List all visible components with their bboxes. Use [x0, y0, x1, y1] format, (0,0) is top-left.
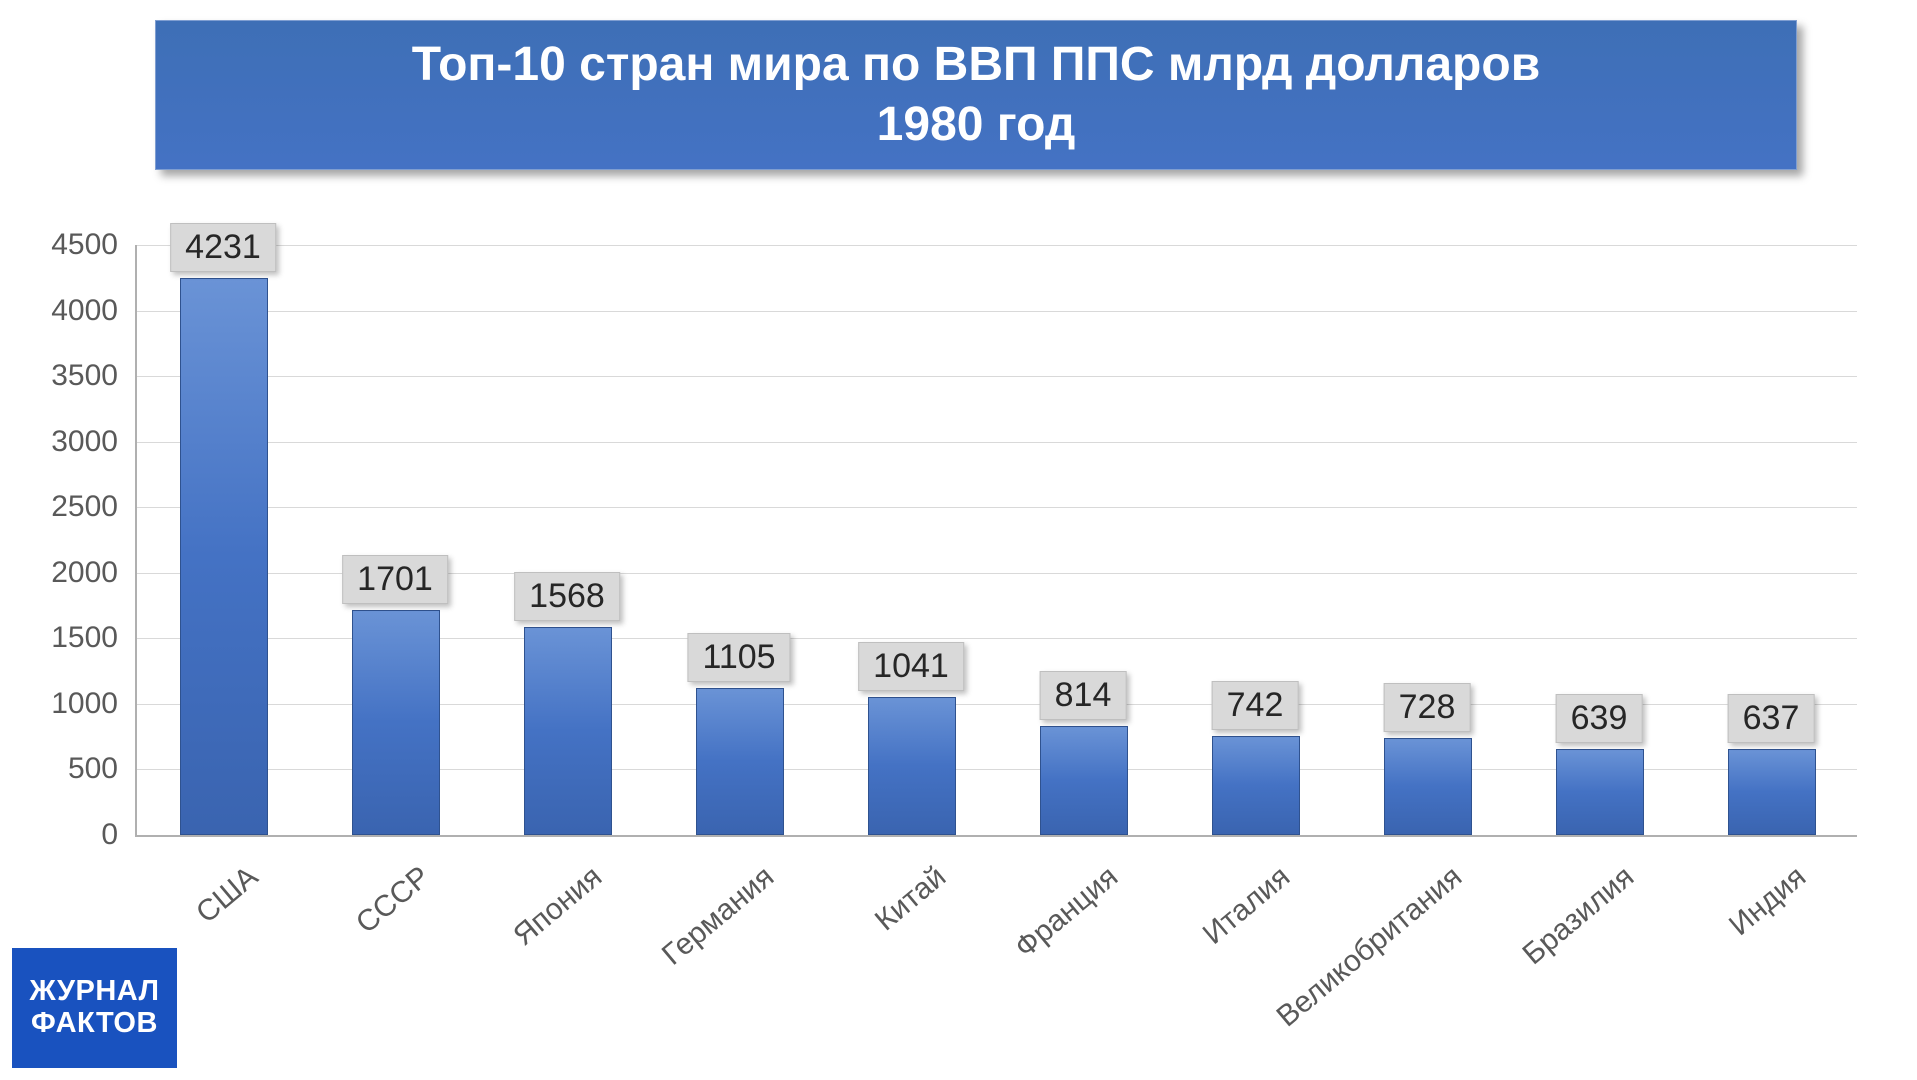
logo-line2: ФАКТОВ	[30, 1008, 160, 1040]
chart-value-label: 1568	[514, 572, 620, 621]
chart-bar	[1212, 736, 1300, 835]
chart-gridline	[137, 507, 1857, 508]
chart-bar	[696, 688, 784, 835]
chart-gridline	[137, 376, 1857, 377]
chart-ytick-label: 500	[68, 752, 118, 786]
chart-ytick-label: 3500	[51, 359, 118, 393]
chart-xlabel: США	[190, 860, 265, 931]
chart-value-label: 639	[1556, 694, 1643, 743]
logo-line1: ЖУРНАЛ	[30, 976, 160, 1008]
chart-bar	[1040, 726, 1128, 835]
chart-xlabel: Франция	[1008, 860, 1124, 965]
chart-value-label: 742	[1212, 681, 1299, 730]
chart-bar	[1556, 749, 1644, 835]
chart-ytick-label: 4500	[51, 228, 118, 262]
chart-bar	[352, 610, 440, 835]
chart-value-label: 1041	[858, 642, 964, 691]
chart-bar	[180, 278, 268, 835]
chart-bar	[1384, 738, 1472, 835]
chart-ytick-label: 1000	[51, 687, 118, 721]
chart-gridline	[137, 311, 1857, 312]
chart-title-line2: 1980 год	[176, 95, 1776, 155]
chart-xlabels: США СССР Япония Германия Китай Франция ИталияВ…	[135, 835, 1855, 1035]
chart-value-label: 814	[1040, 671, 1127, 720]
chart-xlabel: Италия	[1196, 860, 1296, 952]
logo-badge: ЖУРНАЛ ФАКТОВ	[12, 948, 177, 1068]
chart-xlabel: Бразилия	[1516, 860, 1640, 972]
chart-ytick-label: 4000	[51, 294, 118, 328]
chart-title-line1: Топ-10 стран мира по ВВП ППС млрд доллар…	[176, 35, 1776, 95]
chart-bar	[868, 697, 956, 835]
chart-gridline	[137, 245, 1857, 246]
chart-xlabel: Япония	[507, 860, 609, 953]
chart-yticks: 050010001500200025003000350040004500	[0, 245, 130, 835]
chart-plot-area: 42311701156811051041814742728639637	[135, 245, 1857, 837]
chart-ytick-label: 3000	[51, 425, 118, 459]
chart-ytick-label: 2500	[51, 490, 118, 524]
chart-xlabel: Германия	[655, 860, 780, 973]
chart-bar	[1728, 749, 1816, 835]
chart-ytick-label: 0	[101, 818, 118, 852]
chart-xlabel: Великобритания	[1270, 860, 1468, 1034]
chart-value-label: 4231	[170, 223, 276, 272]
chart-value-label: 728	[1384, 683, 1471, 732]
chart-value-label: 1701	[342, 555, 448, 604]
chart-xlabel: СССР	[349, 860, 436, 941]
chart-bar	[524, 627, 612, 835]
chart-value-label: 1105	[687, 633, 790, 682]
chart-xlabel: Индия	[1723, 860, 1813, 943]
chart-value-label: 637	[1728, 694, 1815, 743]
chart-xlabel: Китай	[868, 860, 952, 938]
chart-ytick-label: 2000	[51, 556, 118, 590]
chart-title-banner: Топ-10 стран мира по ВВП ППС млрд доллар…	[155, 20, 1797, 170]
chart-gridline	[137, 442, 1857, 443]
chart-ytick-label: 1500	[51, 621, 118, 655]
